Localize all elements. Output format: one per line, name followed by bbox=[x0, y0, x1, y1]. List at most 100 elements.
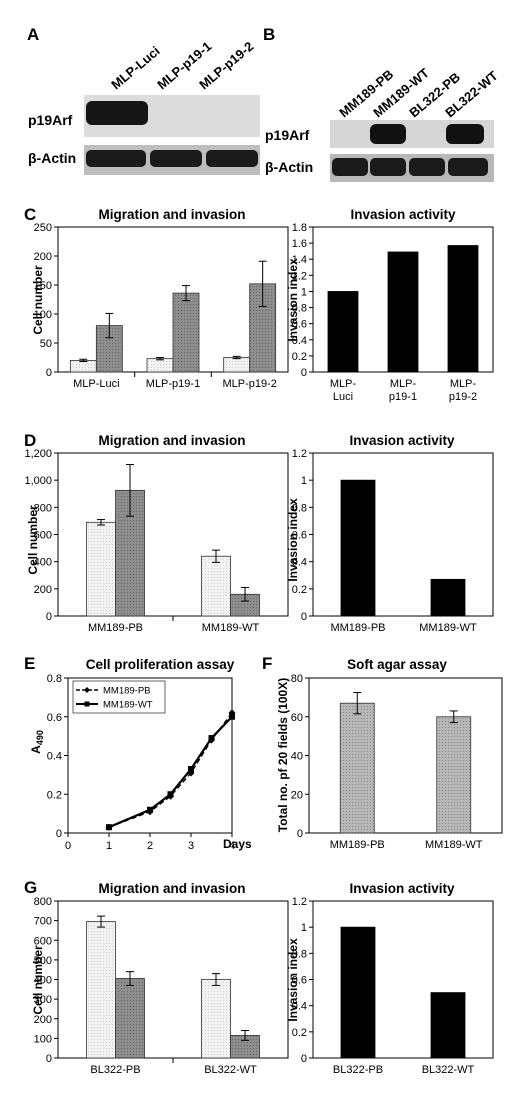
chart-title-c-mig: Migration and invasion bbox=[98, 207, 245, 222]
ylabel-g-inv: Invasion index bbox=[286, 938, 300, 1022]
blot-b-band-p19-2 bbox=[370, 124, 406, 144]
panel-label-g: G bbox=[24, 878, 37, 897]
bar-d-inv bbox=[340, 479, 376, 617]
xlabel-e: Days bbox=[223, 837, 252, 851]
y-tick-label-g-inv: 0 bbox=[301, 1053, 307, 1065]
blot-b: MM189-PB MM189-WT BL322-PB BL322-WT p19A… bbox=[265, 65, 501, 182]
bar-c-mig bbox=[172, 292, 200, 373]
y-tick-label-f: 20 bbox=[291, 789, 303, 801]
panel-label-e: E bbox=[24, 654, 35, 673]
bar-c-mig bbox=[95, 325, 123, 373]
blot-a-band-actin-2 bbox=[150, 150, 202, 167]
chart-title-e: Cell proliferation assay bbox=[86, 657, 235, 672]
blot-b-band-p19-4 bbox=[446, 124, 484, 144]
chart-title-d-mig: Migration and invasion bbox=[98, 433, 245, 448]
bar-c-inv bbox=[447, 245, 479, 373]
bar-g-mig bbox=[86, 921, 116, 1059]
x-tick-label-e: 3 bbox=[188, 840, 194, 852]
x-category-label-c-inv: MLP- bbox=[330, 378, 357, 390]
blot-a-row-actin: β-Actin bbox=[28, 150, 76, 166]
x-category-label-g-inv: BL322-WT bbox=[422, 1064, 475, 1076]
ylabel-c-mig: Cell number bbox=[31, 265, 45, 335]
bar-c-inv bbox=[327, 291, 359, 373]
ylabel-d-inv: Invasion index bbox=[286, 498, 300, 582]
blot-b-band-actin-2 bbox=[370, 158, 406, 176]
legend-box-e bbox=[72, 680, 166, 714]
y-tick-label-e: 0.2 bbox=[47, 789, 62, 801]
panel-label-a: A bbox=[27, 25, 39, 44]
x-category-label-f: MM189-WT bbox=[425, 839, 483, 851]
bar-g-inv bbox=[340, 926, 376, 1059]
x-category-label-c-inv: MLP- bbox=[450, 378, 477, 390]
y-tick-label-c-mig: 250 bbox=[34, 222, 52, 234]
series-line-mm189-wt bbox=[108, 715, 233, 829]
y-tick-label-d-inv: 0.2 bbox=[292, 584, 307, 596]
ylabel-c-inv: Invasion index bbox=[286, 258, 300, 342]
bar-g-mig bbox=[115, 978, 145, 1059]
bar-g-inv bbox=[430, 992, 466, 1059]
y-tick-label-d-inv: 1.2 bbox=[292, 448, 307, 460]
y-tick-label-d-mig: 0 bbox=[46, 611, 52, 623]
y-tick-label-f: 60 bbox=[291, 712, 303, 724]
x-category-label-g-mig: BL322-WT bbox=[204, 1064, 257, 1076]
x-tick-label-e: 1 bbox=[106, 840, 112, 852]
series-line-mm189-pb bbox=[108, 712, 233, 828]
bar-f bbox=[339, 702, 375, 834]
blot-a-band-actin-3 bbox=[206, 150, 258, 167]
bar-d-inv bbox=[430, 578, 466, 617]
y-tick-label-d-mig: 200 bbox=[34, 584, 52, 596]
x-tick-label-e: 2 bbox=[147, 840, 153, 852]
point-mm189-wt bbox=[106, 824, 112, 831]
blot-a-row-p19arf: p19Arf bbox=[28, 112, 73, 128]
y-tick-label-c-mig: 200 bbox=[34, 251, 52, 263]
y-tick-label-d-inv: 0.6 bbox=[292, 530, 307, 542]
x-category-label-d-mig: MM189-WT bbox=[202, 622, 260, 634]
blot-b-row-actin: β-Actin bbox=[265, 159, 313, 175]
y-tick-label-e: 0.8 bbox=[47, 673, 62, 685]
chart-title-g-inv: Invasion activity bbox=[349, 881, 455, 896]
y-tick-label-g-inv: 0.8 bbox=[292, 948, 307, 960]
ylabel-f: Total no. pf 20 fields (100X) bbox=[276, 678, 290, 832]
y-tick-label-d-inv: 0.4 bbox=[292, 557, 307, 569]
bar-d-mig bbox=[201, 555, 231, 617]
y-tick-label-c-inv: 0.4 bbox=[292, 335, 307, 347]
x-category-label-g-inv: BL322-PB bbox=[333, 1064, 383, 1076]
blot-b-band-actin-1 bbox=[332, 158, 368, 176]
chart-title-g-mig: Migration and invasion bbox=[98, 881, 245, 896]
x-category-label-f: MM189-PB bbox=[330, 839, 385, 851]
y-tick-label-c-mig: 50 bbox=[40, 338, 52, 350]
x-category-label-d-inv: MM189-WT bbox=[419, 622, 477, 634]
y-tick-label-g-mig: 500 bbox=[34, 955, 52, 967]
y-tick-label-c-inv: 1.2 bbox=[292, 270, 307, 282]
blot-b-row-p19arf: p19Arf bbox=[265, 127, 310, 143]
plot-frame-g-inv bbox=[312, 900, 494, 1059]
y-tick-label-d-mig: 600 bbox=[34, 530, 52, 542]
ylabel-d-mig: Cell number bbox=[26, 505, 40, 575]
blot-a-band-actin-1 bbox=[86, 150, 146, 167]
bar-c-inv bbox=[387, 251, 419, 373]
x-tick-label-e: 0 bbox=[65, 840, 71, 852]
point-mm189-wt bbox=[147, 806, 153, 813]
blot-b-band-actin-3 bbox=[409, 158, 445, 176]
y-tick-label-c-inv: 0.6 bbox=[292, 319, 307, 331]
y-tick-label-c-inv: 1 bbox=[301, 286, 307, 298]
y-tick-label-g-mig: 0 bbox=[46, 1053, 52, 1065]
ylabel-e: A490 bbox=[29, 730, 45, 754]
x-category-label-c-inv: p19-1 bbox=[389, 391, 417, 403]
x-category-label-c-mig: MLP-p19-1 bbox=[146, 378, 200, 390]
point-mm189-wt bbox=[229, 713, 235, 720]
panel-label-c: C bbox=[24, 205, 36, 224]
x-category-label-d-inv: MM189-PB bbox=[330, 622, 385, 634]
bar-c-mig bbox=[69, 359, 97, 373]
x-tick-label-e: 4 bbox=[229, 840, 235, 852]
x-category-label-c-mig: MLP-p19-2 bbox=[222, 378, 276, 390]
legend-marker-mm189-wt bbox=[84, 701, 90, 707]
point-mm189-wt bbox=[167, 791, 174, 798]
y-tick-label-g-mig: 300 bbox=[34, 994, 52, 1006]
y-tick-label-g-mig: 100 bbox=[34, 1033, 52, 1045]
y-tick-label-f: 0 bbox=[297, 828, 303, 840]
y-tick-label-c-inv: 1.6 bbox=[292, 238, 307, 250]
y-tick-label-e: 0.6 bbox=[47, 712, 62, 724]
